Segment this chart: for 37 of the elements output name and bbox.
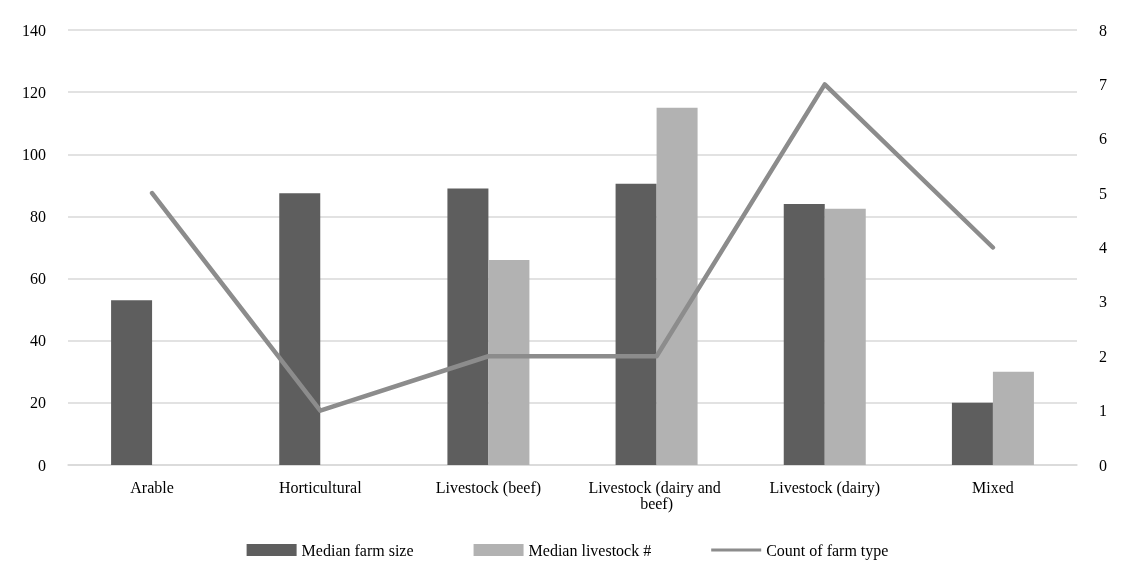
x-tick-label: Livestock (beef) bbox=[435, 478, 542, 497]
y2-tick-label: 3 bbox=[1099, 293, 1107, 311]
y2-tick-label: 8 bbox=[1099, 21, 1107, 39]
legend-label: Count of farm type bbox=[766, 541, 889, 560]
bar bbox=[992, 371, 1034, 465]
x-tick-label: Arable bbox=[130, 478, 174, 496]
bar bbox=[656, 107, 698, 465]
line-series bbox=[149, 82, 996, 413]
y-tick-label: 0 bbox=[38, 456, 46, 474]
x-tick-label: Horticultural bbox=[278, 478, 363, 496]
bar bbox=[447, 188, 489, 465]
y-tick-label: 20 bbox=[30, 394, 46, 412]
y2-tick-label: 1 bbox=[1099, 402, 1107, 420]
y-tick-label: 80 bbox=[30, 207, 46, 225]
y2-tick-label: 4 bbox=[1099, 239, 1107, 256]
x-tick-label: Livestock (dairy) bbox=[769, 478, 881, 497]
y2-tick-label: 2 bbox=[1099, 347, 1107, 365]
y2-tick-label: 7 bbox=[1099, 75, 1107, 93]
y2-tick-label: 0 bbox=[1099, 456, 1107, 474]
y-tick-label: 120 bbox=[22, 83, 46, 101]
x-tick-label: Livestock (dairy and beef) bbox=[588, 478, 725, 513]
legend-label: Median farm size bbox=[301, 541, 414, 559]
x-tick-label: Mixed bbox=[972, 478, 1014, 496]
bar bbox=[615, 183, 657, 465]
y-tick-label: 140 bbox=[22, 21, 46, 39]
y-tick-label: 60 bbox=[30, 270, 46, 288]
y2-tick-label: 5 bbox=[1099, 184, 1107, 202]
bar bbox=[824, 208, 866, 465]
bar bbox=[111, 300, 153, 465]
bar bbox=[951, 402, 993, 465]
bar bbox=[279, 193, 321, 465]
y-tick-label: 100 bbox=[22, 145, 46, 163]
y-tick-label: 40 bbox=[30, 332, 46, 350]
bar bbox=[488, 259, 530, 465]
bar bbox=[783, 204, 825, 465]
legend-label: Median livestock # bbox=[528, 541, 652, 559]
y2-tick-label: 6 bbox=[1099, 130, 1107, 148]
